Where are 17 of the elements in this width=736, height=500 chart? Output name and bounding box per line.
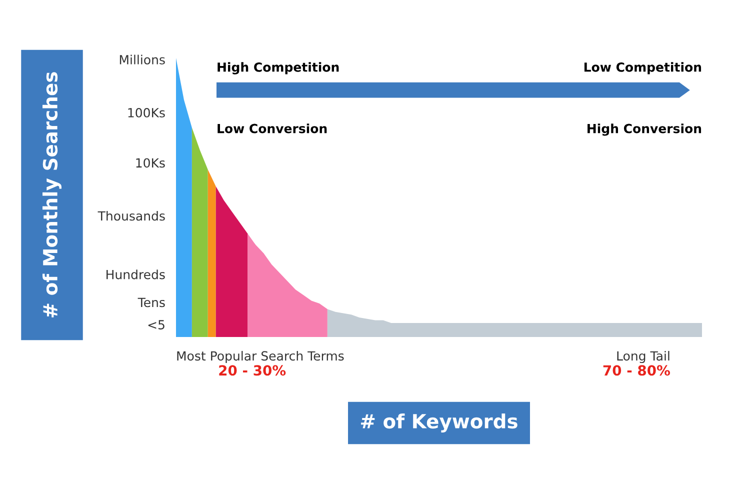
text: Thousands	[98, 210, 165, 221]
text: Long Tail	[617, 350, 670, 364]
x-axis-title: # of Keywords	[360, 414, 518, 432]
text: Most Popular Search Terms	[177, 350, 344, 364]
text: Millions	[120, 54, 165, 64]
text: <5	[148, 320, 164, 330]
annotation: High Conversion	[588, 124, 702, 136]
text: 70 - 80%	[603, 365, 670, 376]
text: Hundreds	[106, 270, 165, 280]
text: 20 - 30%	[219, 365, 286, 376]
text: Tens	[138, 298, 165, 308]
annotation: Low Competition	[584, 62, 702, 74]
text: 100Ks	[128, 108, 165, 118]
annotation: High Competition	[218, 62, 339, 74]
text: # of Monthly Searches	[42, 72, 62, 318]
annotation: Low Conversion	[218, 124, 327, 134]
text: 10Ks	[136, 158, 165, 168]
